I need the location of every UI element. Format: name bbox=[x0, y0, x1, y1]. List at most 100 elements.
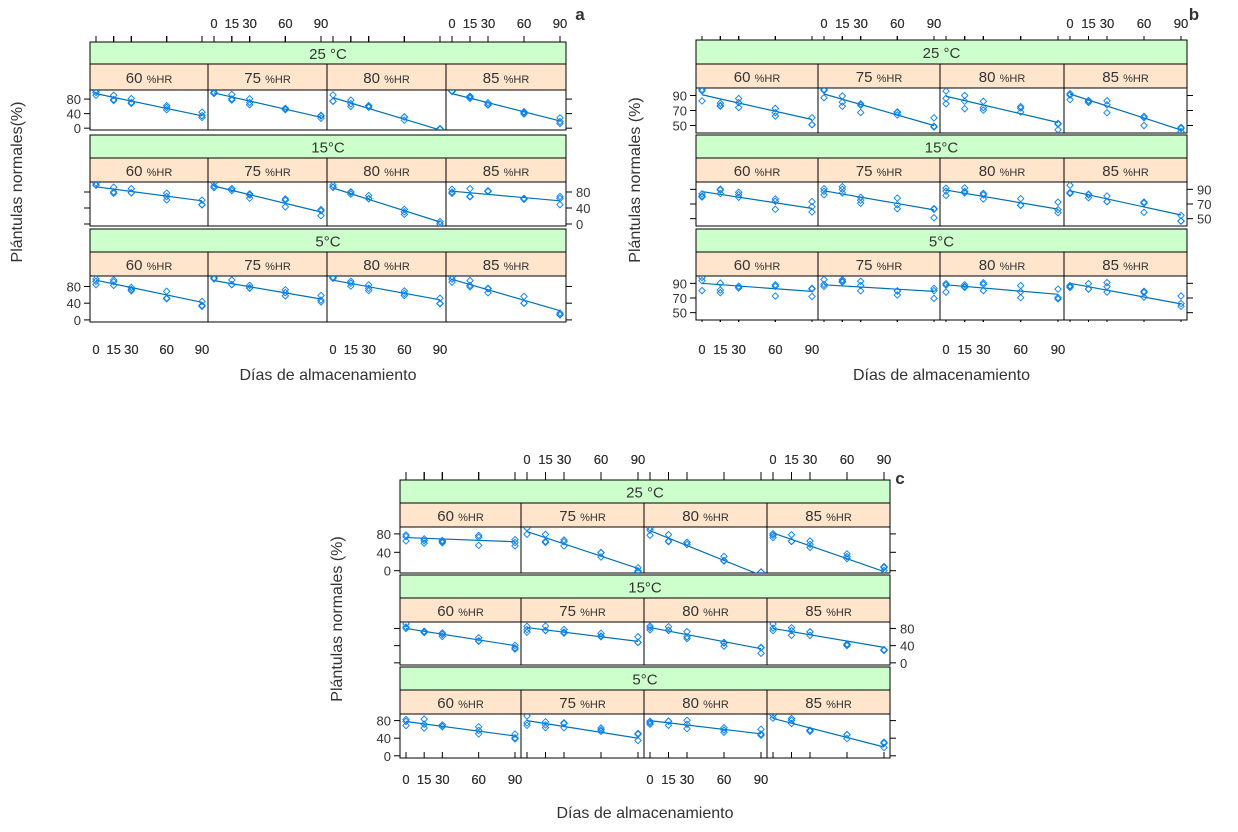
x-axis-title: Días de almacenamiento bbox=[557, 805, 734, 822]
x-tick-label: 60 bbox=[278, 16, 292, 31]
data-point bbox=[556, 117, 564, 126]
x-tick-label: 60 bbox=[1013, 342, 1027, 357]
data-point bbox=[92, 91, 100, 100]
hr-label: 80 %HR bbox=[363, 70, 410, 87]
x-tick-label: 90 bbox=[1051, 342, 1065, 357]
data-point bbox=[1140, 121, 1148, 130]
data-point bbox=[597, 548, 605, 557]
x-tick-label: 90 bbox=[553, 16, 567, 31]
hr-level: 60 bbox=[126, 257, 147, 274]
data-point bbox=[109, 95, 118, 104]
data-point bbox=[127, 94, 136, 103]
temperature-label: 5°C bbox=[315, 234, 340, 251]
hr-level: 85 bbox=[483, 163, 504, 180]
hr-unit: %HR bbox=[703, 699, 729, 711]
data-point bbox=[245, 98, 254, 107]
hr-strip bbox=[207, 251, 328, 277]
data-point bbox=[438, 536, 447, 545]
x-tick-label: 60 bbox=[594, 452, 608, 467]
data-point bbox=[698, 97, 706, 105]
data-point bbox=[838, 98, 847, 107]
data-point bbox=[474, 730, 483, 738]
data-point bbox=[438, 629, 447, 637]
data-point bbox=[511, 641, 519, 650]
y-tick-label: 0 bbox=[74, 313, 81, 328]
data-point bbox=[838, 277, 847, 286]
x-tick-label: 60 bbox=[159, 342, 173, 357]
data-point bbox=[511, 734, 519, 742]
data-point bbox=[198, 301, 206, 310]
x-tick-label: 90 bbox=[553, 16, 567, 31]
data-point bbox=[838, 189, 847, 197]
hr-level: 80 bbox=[682, 603, 703, 620]
data-point bbox=[646, 718, 654, 727]
data-point bbox=[979, 190, 988, 199]
data-point bbox=[1140, 112, 1148, 121]
x-tick-label: 30 bbox=[1100, 16, 1114, 31]
data-point bbox=[346, 282, 355, 290]
x-tick-label: 60 bbox=[768, 342, 782, 357]
hr-level: 75 bbox=[559, 603, 580, 620]
data-point bbox=[808, 197, 816, 206]
x-tick-label: 90 bbox=[927, 16, 941, 31]
hr-strip bbox=[1063, 63, 1188, 89]
data-point bbox=[556, 194, 564, 203]
x-tick-label: 90 bbox=[805, 342, 819, 357]
data-point bbox=[1016, 293, 1025, 302]
x-tick-label: 90 bbox=[195, 342, 209, 357]
hr-label: 80 %HR bbox=[363, 163, 410, 180]
hr-strip bbox=[695, 157, 819, 183]
plot-frame bbox=[939, 181, 1065, 227]
x-tick-label: 0 bbox=[448, 16, 455, 31]
data-point bbox=[720, 557, 728, 565]
data-point bbox=[838, 182, 847, 191]
data-point bbox=[716, 101, 725, 110]
data-point bbox=[634, 638, 642, 647]
chart-panel-a: a Días de almacenamiento Plántulas normale… bbox=[9, 5, 590, 384]
data-point bbox=[281, 288, 290, 297]
data-point bbox=[198, 200, 206, 209]
data-point bbox=[448, 278, 456, 287]
data-point bbox=[880, 566, 888, 573]
x-tick-label: 60 bbox=[768, 342, 782, 357]
data-point bbox=[820, 280, 828, 289]
data-point bbox=[979, 195, 988, 203]
data-point bbox=[893, 111, 902, 119]
x-tick-label: 0 bbox=[820, 16, 827, 31]
data-point bbox=[1177, 299, 1185, 308]
data-point bbox=[162, 196, 171, 204]
data-point bbox=[683, 716, 691, 725]
x-tick-label: 0 bbox=[820, 16, 827, 31]
x-tick-label: 30 bbox=[242, 16, 256, 31]
data-point bbox=[880, 563, 888, 572]
data-point bbox=[541, 622, 550, 630]
x-tick-label: 30 bbox=[1100, 16, 1114, 31]
plot-frame bbox=[766, 526, 891, 574]
data-point bbox=[930, 294, 938, 303]
plot-frame bbox=[766, 713, 891, 759]
data-point bbox=[317, 211, 325, 220]
data-point bbox=[960, 104, 969, 113]
data-point bbox=[227, 96, 236, 104]
data-point bbox=[317, 296, 325, 304]
x-tick-label: 90 bbox=[314, 16, 328, 31]
data-point bbox=[448, 189, 456, 198]
data-point bbox=[838, 276, 847, 284]
data-point bbox=[523, 530, 531, 539]
data-point bbox=[960, 189, 969, 197]
data-point bbox=[127, 189, 136, 197]
x-tick-label: 15 bbox=[957, 342, 971, 357]
chart-panel-b: b Días de almacenamiento Plántulas normale… bbox=[627, 5, 1211, 384]
hr-unit: %HR bbox=[265, 74, 291, 86]
data-point bbox=[523, 628, 531, 636]
data-point bbox=[346, 188, 355, 196]
data-point bbox=[716, 286, 725, 294]
data-point bbox=[930, 205, 938, 214]
hr-unit: %HR bbox=[580, 607, 606, 619]
x-tick-label: 15 bbox=[463, 16, 477, 31]
data-point bbox=[880, 562, 888, 571]
panel-letter: c bbox=[895, 469, 904, 488]
data-point bbox=[808, 284, 816, 293]
x-tick-label: 90 bbox=[1051, 342, 1065, 357]
x-tick-label: 0 bbox=[210, 16, 217, 31]
